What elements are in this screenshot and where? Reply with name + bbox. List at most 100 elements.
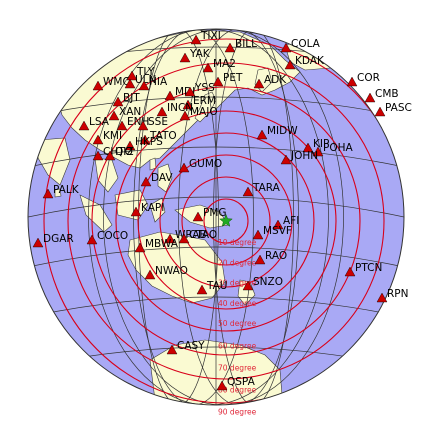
station-label: CMB (375, 88, 399, 100)
triangle-icon (182, 99, 194, 110)
triangle-icon (242, 280, 254, 291)
station-marker: KDAK (284, 55, 325, 70)
distance-label: 80 degree (218, 385, 257, 394)
globe-outline (27, 28, 405, 406)
triangle-icon (134, 242, 146, 253)
station-marker: MBWA (134, 238, 179, 253)
distance-rings (28, 29, 404, 405)
epicenter-marker (219, 213, 233, 227)
station-marker: JOHN (280, 150, 318, 165)
station-label: RAO (265, 250, 287, 262)
station-marker: COLA (280, 38, 321, 53)
triangle-icon (164, 90, 176, 101)
station-label: BILL (235, 38, 257, 50)
station-marker: TARA (242, 182, 281, 197)
triangle-icon (156, 106, 168, 117)
triangle-icon (312, 146, 324, 157)
triangle-icon (108, 110, 120, 121)
station-marker: POHA (312, 142, 353, 157)
station-marker: NWAO (144, 265, 188, 280)
station-label: HKPS (135, 136, 163, 148)
sri-lanka-landmass (54, 188, 62, 198)
station-marker: SSE (137, 116, 168, 131)
triangle-icon (184, 86, 196, 97)
station-marker: MIDW (256, 125, 298, 140)
triangle-icon (254, 254, 266, 265)
station-label: KAPI (141, 202, 164, 214)
station-label: XAN (119, 106, 141, 118)
station-marker: PASC (374, 102, 412, 117)
triangle-icon (212, 76, 224, 87)
triangle-icon (124, 78, 136, 89)
triangle-icon (178, 162, 190, 173)
station-marker: TLY (126, 66, 155, 81)
station-marker: PALK (42, 184, 80, 199)
sumatra-landmass (79, 194, 113, 233)
station-label: COLA (291, 38, 321, 50)
triangle-icon (178, 233, 190, 244)
station-marker: HIA (138, 76, 168, 91)
station-label: YSS (194, 82, 215, 94)
triangle-icon (202, 62, 214, 73)
station-marker: RAO (254, 250, 287, 265)
station-marker: CMB (364, 88, 399, 103)
triangle-icon (92, 150, 104, 161)
star-icon (219, 213, 233, 227)
station-label: YAK (189, 48, 211, 60)
triangle-icon (376, 292, 388, 303)
triangle-icon (112, 96, 124, 107)
station-label: SSE (148, 116, 168, 128)
station-label: PASC (385, 102, 412, 114)
station-label: WMQ (103, 76, 131, 88)
triangle-icon (192, 211, 204, 222)
triangle-icon (164, 233, 176, 244)
station-marker: HKPS (124, 136, 163, 151)
triangle-icon (140, 176, 152, 187)
station-label: BJT (123, 92, 140, 104)
triangle-icon (179, 52, 191, 63)
triangle-icon (242, 186, 254, 197)
station-marker: COCO (86, 230, 128, 245)
station-label: TIXI (200, 30, 221, 42)
triangle-icon (32, 237, 44, 248)
station-marker: CASY (166, 340, 205, 355)
station-label: KMI (103, 130, 122, 142)
triangle-icon (364, 92, 376, 103)
station-label: ADK (264, 74, 287, 86)
distance-label: 30 degree (218, 279, 257, 288)
triangle-icon (92, 80, 104, 91)
triangle-icon (190, 34, 202, 45)
distance-label: 20 degree (218, 258, 257, 267)
station-label: TARA (252, 182, 281, 194)
station-label: PTCN (355, 262, 382, 274)
station-label: GUMO (189, 158, 222, 170)
station-label: MA2 (213, 58, 236, 70)
station-marker: DAV (140, 172, 173, 187)
triangle-icon (196, 284, 208, 295)
station-label: TAU (206, 280, 227, 292)
station-label: MIDW (267, 125, 298, 137)
sulawesi-landmass (149, 197, 166, 223)
station-marker: AFI (272, 215, 299, 230)
triangle-icon (280, 42, 292, 53)
station-marker: PET (212, 72, 243, 87)
station-marker: MA2 (202, 58, 236, 73)
triangle-icon (139, 134, 151, 145)
station-marker: CTAO (178, 229, 217, 244)
station-label: NWAO (155, 265, 188, 277)
station-label: TLY (136, 66, 155, 78)
station-marker: TIXI (190, 30, 221, 45)
triangle-icon (344, 266, 356, 277)
triangle-icon (86, 234, 98, 245)
station-marker: SNZO (242, 276, 283, 291)
distance-label: 50 degree (218, 319, 257, 328)
station-label: JOHN (290, 150, 318, 162)
station-marker: PTCN (344, 262, 382, 277)
station-label: POHA (323, 142, 353, 154)
station-label: QIZ (115, 146, 134, 158)
triangle-icon (126, 70, 138, 81)
borneo-landmass (114, 189, 149, 221)
station-marker: WMQ (92, 76, 131, 91)
